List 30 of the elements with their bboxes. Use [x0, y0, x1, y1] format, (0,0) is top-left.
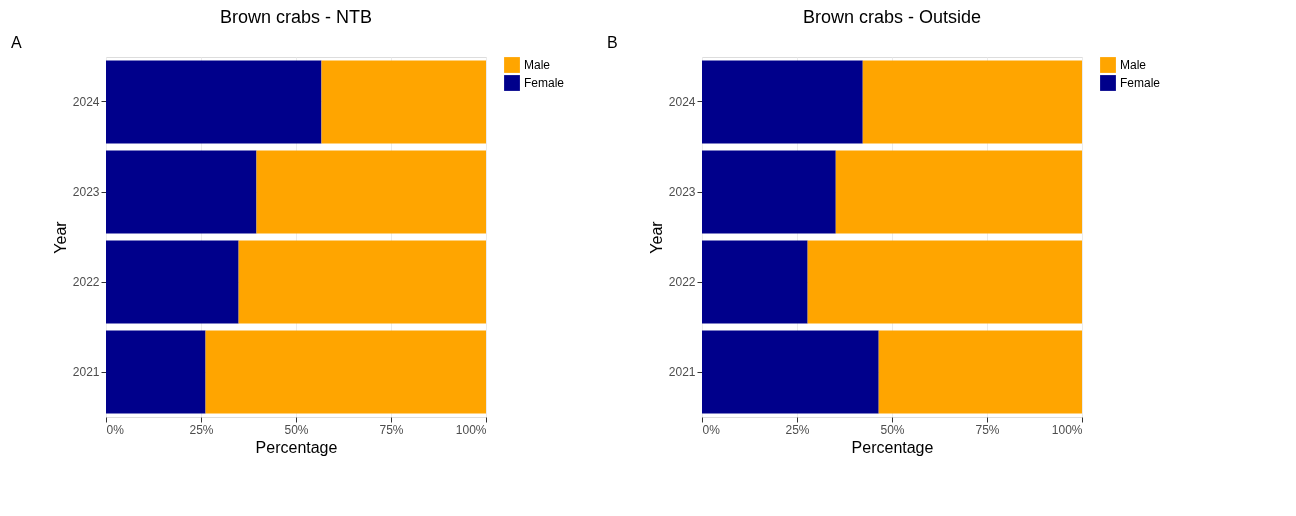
text: B [607, 34, 618, 51]
y-tick-label: 2022 [72, 275, 100, 289]
text: A [11, 34, 22, 51]
x-tick-label: 100% [455, 422, 487, 437]
x-tick-label: 50% [284, 422, 309, 437]
y-axis-title: Year [647, 220, 665, 254]
x-tick-label: 75% [975, 422, 1000, 437]
x-tick-label: 0% [106, 422, 125, 437]
x-tick-label: 25% [785, 422, 810, 437]
y-tick-label: 2023 [72, 185, 100, 199]
x-axis-title: Percentage [255, 438, 338, 456]
x-tick-label: 100% [1051, 422, 1083, 437]
chart-title: Brown crabs - Outside [802, 7, 982, 27]
x-axis-title: Percentage [851, 438, 934, 456]
legend-label: Male [1120, 58, 1147, 72]
y-tick-label: 2021 [668, 365, 696, 379]
chart-title: Brown crabs - NTB [219, 7, 373, 27]
x-tick-label: 75% [379, 422, 404, 437]
x-tick-label: 0% [702, 422, 721, 437]
legend-label: Female [524, 76, 565, 90]
y-tick-label: 2024 [72, 95, 100, 109]
legend-label: Male [524, 58, 551, 72]
x-tick-label: 50% [880, 422, 905, 437]
legend-label: Female [1120, 76, 1161, 90]
y-tick-label: 2024 [668, 95, 696, 109]
y-axis-title: Year [51, 220, 69, 254]
y-tick-label: 2023 [668, 185, 696, 199]
y-tick-label: 2021 [72, 365, 100, 379]
y-tick-label: 2022 [668, 275, 696, 289]
x-tick-label: 25% [189, 422, 214, 437]
